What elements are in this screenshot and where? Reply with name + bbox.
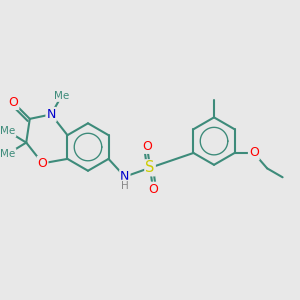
Text: Me: Me	[54, 91, 69, 101]
Text: O: O	[148, 183, 158, 196]
Text: N: N	[120, 170, 130, 183]
Text: O: O	[38, 157, 47, 170]
Text: Me: Me	[0, 126, 16, 136]
Text: O: O	[142, 140, 152, 153]
Text: Me: Me	[0, 149, 16, 159]
Text: N: N	[46, 108, 56, 121]
Text: O: O	[8, 96, 18, 109]
Text: H: H	[121, 181, 129, 190]
Text: O: O	[249, 146, 259, 160]
Text: S: S	[146, 160, 155, 175]
